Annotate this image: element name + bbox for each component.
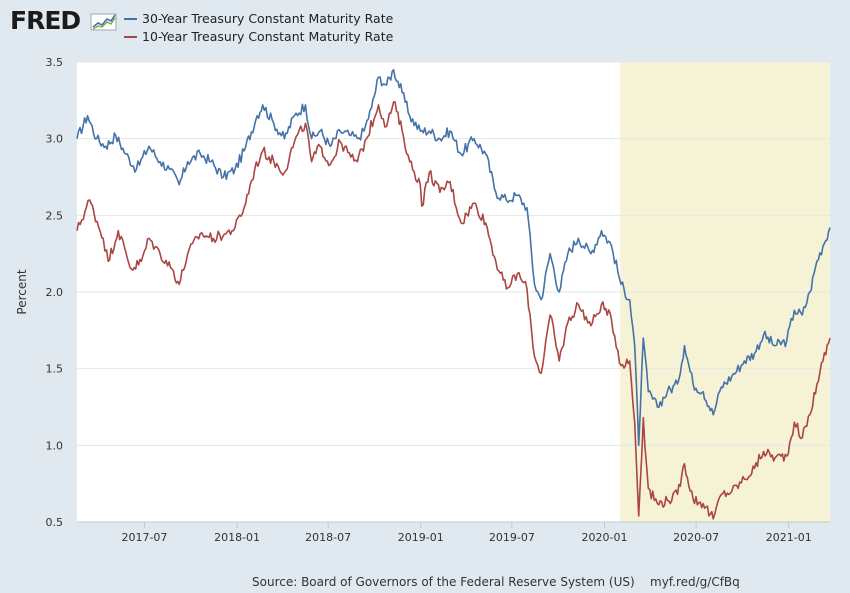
y-tick-label: 1.5 [46,363,64,376]
x-tick-label: 2017-07 [121,531,167,544]
legend-swatch [124,35,137,38]
footer: Source: Board of Governors of the Federa… [0,573,850,591]
x-tick-label: 2018-01 [214,531,260,544]
legend-label: 30-Year Treasury Constant Maturity Rate [142,11,394,26]
series-line-30-year [76,68,831,447]
x-tick-label: 2020-07 [673,531,719,544]
y-tick-label: 1.0 [46,439,64,452]
header: FRED 30-Year Treasury Constant Maturity … [0,0,850,55]
x-tick-label: 2019-01 [398,531,444,544]
series-line-10-year [76,101,831,520]
y-tick-label: 3.5 [46,56,64,69]
y-axis-label: Percent [15,269,29,314]
y-tick-label: 3.0 [46,133,64,146]
x-tick-label: 2018-07 [305,531,351,544]
x-tick-label: 2020-01 [582,531,628,544]
legend-swatch [124,17,137,20]
legend-item-10-year[interactable]: 10-Year Treasury Constant Maturity Rate [124,28,393,46]
y-tick-label: 2.0 [46,286,64,299]
legend-item-30-year[interactable]: 30-Year Treasury Constant Maturity Rate [124,10,393,28]
source-note: Source: Board of Governors of the Federa… [252,575,635,589]
x-tick-label: 2021-01 [766,531,812,544]
logo-text: FRED [10,6,81,35]
short-link[interactable]: myf.red/g/CfBq [650,575,740,589]
y-tick-label: 2.5 [46,209,64,222]
x-tick-label: 2019-07 [489,531,535,544]
y-tick-label: 0.5 [46,516,64,529]
trend-chart-icon [90,13,117,31]
legend-label: 10-Year Treasury Constant Maturity Rate [142,29,394,44]
